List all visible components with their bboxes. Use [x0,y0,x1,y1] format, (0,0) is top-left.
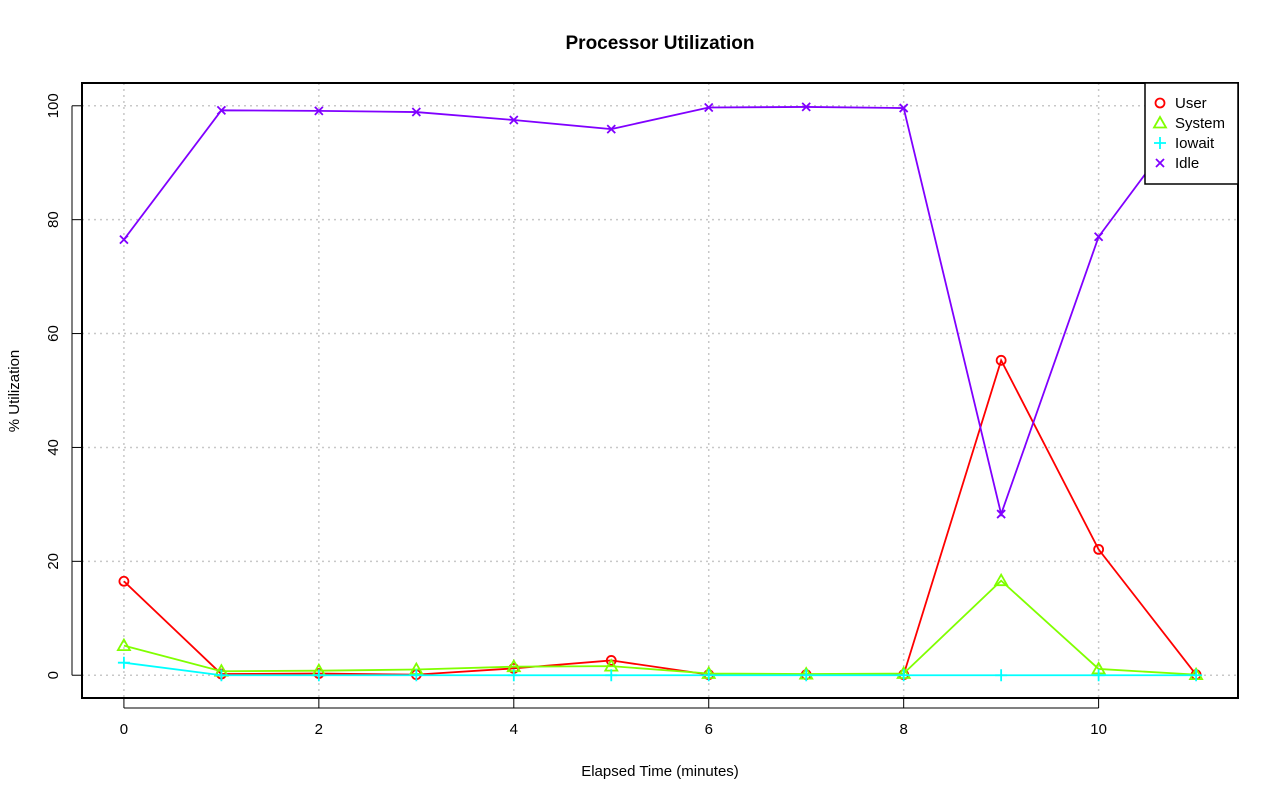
x-tick-label: 2 [315,721,323,738]
x-tick-label: 0 [120,721,128,738]
legend-marker-iowait [1154,137,1166,149]
data-point-idle [606,124,616,134]
series-system [116,572,1204,681]
data-point-iowait [215,669,228,682]
y-tick-label: 20 [45,553,62,570]
series-line-iowait [123,661,1197,677]
series-idle [119,101,1201,519]
data-point-iowait [312,669,325,682]
data-point-idle [411,107,421,117]
data-point-iowait [897,669,910,682]
data-point-idle [314,106,324,116]
chart-title: Processor Utilization [566,33,755,54]
series-layer [116,101,1204,682]
data-point-idle [509,115,519,125]
data-point-iowait [1190,669,1203,682]
data-point-iowait [410,669,423,682]
data-point-iowait [800,669,813,682]
data-point-user [118,575,130,587]
data-point-iowait [507,669,520,682]
series-line-system [123,579,1197,676]
data-point-iowait [702,669,715,682]
series-user [118,354,1202,681]
y-tick-label: 40 [45,439,62,456]
legend-label-user: User [1175,95,1207,112]
y-tick-label: 100 [45,93,62,118]
x-tick-label: 4 [510,721,518,738]
data-point-idle [899,103,909,113]
series-line-idle [123,105,1197,518]
x-tick-label: 6 [705,721,713,738]
data-point-idle [704,102,714,113]
grid [82,83,1238,698]
data-point-idle [216,105,227,115]
data-point-iowait [605,669,618,682]
y-axis-label: % Utilization [6,350,23,433]
data-point-iowait [1092,669,1105,682]
data-point-idle [996,509,1006,519]
y-tick-label: 80 [45,211,62,228]
data-point-user [1093,543,1105,555]
data-point-system [116,637,132,652]
series-line-user [123,357,1197,676]
x-tick-label: 8 [900,721,908,738]
legend-label-iowait: Iowait [1175,135,1215,152]
legend-entry-iowait: Iowait [1154,135,1215,152]
y-axis: 0 20 40 60 80 100 [45,93,82,679]
data-point-system [993,572,1009,587]
legend-entry-system: System [1152,115,1225,132]
plot-frame [81,82,1239,699]
data-point-user [995,354,1007,366]
data-point-idle [801,102,811,112]
data-point-iowait [995,669,1008,682]
legend-entry-user: User [1154,95,1207,112]
x-tick-label: 10 [1090,721,1107,738]
x-axis-label: Elapsed Time (minutes) [581,763,739,780]
legend-box [1144,82,1239,185]
legend-marker-user [1154,97,1166,109]
legend-label-system: System [1175,115,1225,132]
y-tick-label: 0 [45,671,62,679]
legend-marker-idle [1155,158,1165,168]
x-axis: 0 2 4 6 8 10 [120,698,1107,738]
data-point-idle [1093,232,1104,242]
legend-marker-system [1152,115,1168,129]
data-point-iowait [117,656,130,669]
y-tick-label: 60 [45,325,62,342]
data-point-user [605,655,617,666]
series-iowait [117,656,1203,682]
legend: User System Iowait Idle [1144,82,1239,185]
legend-entry-idle: Idle [1155,155,1199,172]
legend-label-idle: Idle [1175,155,1199,172]
data-point-idle [119,234,129,245]
